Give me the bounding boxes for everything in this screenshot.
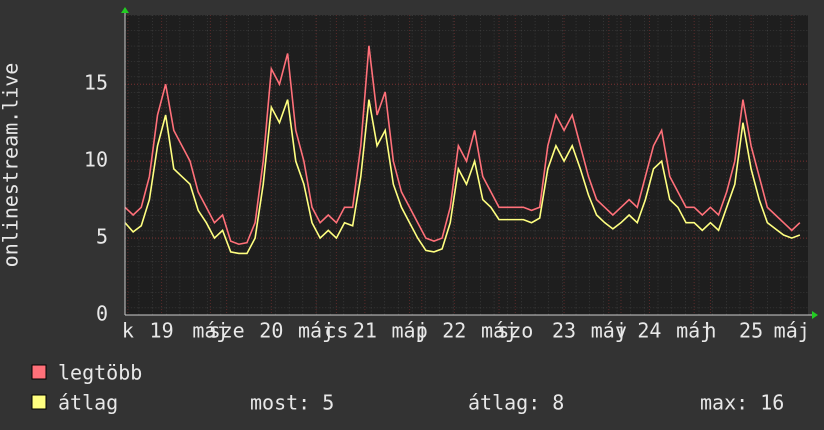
legend-swatch <box>31 394 47 410</box>
stat-current: most: 5 <box>250 391 334 415</box>
x-arrow <box>812 311 818 319</box>
x-tick-label: máj <box>676 319 712 343</box>
x-tick-label: cs <box>324 319 348 343</box>
stat-average: átlag: 8 <box>468 391 564 415</box>
x-tick-label: máj <box>591 319 627 343</box>
x-tick-label: máj <box>392 319 428 343</box>
x-tick-label: p <box>416 319 428 343</box>
series-line <box>124 99 801 255</box>
legend-label: átlag <box>58 391 118 415</box>
x-tick-label: 20 <box>259 319 283 343</box>
y-tick-label: 10 <box>84 148 108 172</box>
x-tick-label: máj <box>298 319 334 343</box>
x-tick-label: máj <box>192 319 228 343</box>
x-tick-label: máj <box>481 319 517 343</box>
y-tick-label: 5 <box>96 225 108 249</box>
x-tick-label: k <box>122 319 134 343</box>
y-arrow <box>121 7 129 13</box>
y-axis-label: onlinestream.live <box>0 63 23 268</box>
y-tick-label: 15 <box>84 71 108 95</box>
stat-max: max: 16 <box>700 391 784 415</box>
x-tick-label: 24 <box>637 319 661 343</box>
x-tick-label: 23 <box>552 319 576 343</box>
series-line <box>124 45 801 246</box>
x-tick-label: v <box>615 319 627 343</box>
x-tick-label: 22 <box>442 319 466 343</box>
x-tick-label: 21 <box>353 319 377 343</box>
legend-label: legtöbb <box>58 361 142 385</box>
x-tick-label: máj <box>774 319 810 343</box>
x-tick-label: sze <box>209 319 245 343</box>
legend-swatch <box>31 364 47 380</box>
minor-grid <box>125 15 808 315</box>
x-tick-label: 19 <box>150 319 174 343</box>
x-tick-label: 25 <box>739 319 763 343</box>
y-tick-label: 0 <box>96 302 108 326</box>
x-tick-label: szo <box>497 319 533 343</box>
x-tick-label: h <box>704 319 716 343</box>
